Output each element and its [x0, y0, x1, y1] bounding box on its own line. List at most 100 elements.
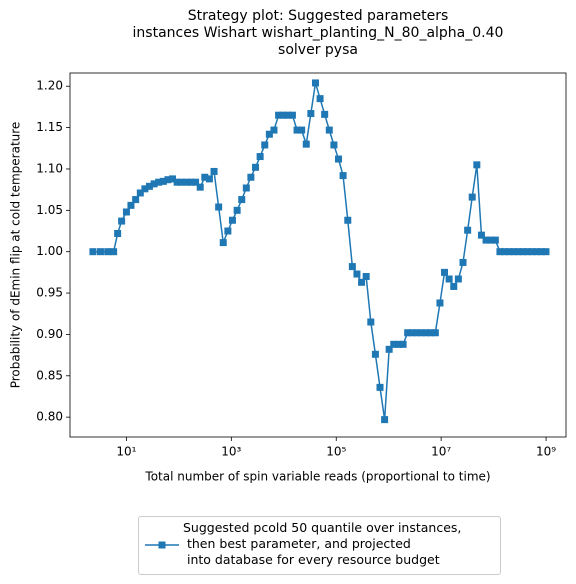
data-point — [500, 248, 508, 256]
data-point — [367, 318, 375, 326]
data-point — [505, 248, 513, 256]
data-point — [399, 340, 407, 348]
data-point — [510, 248, 518, 256]
y-tick-label: 0.80 — [36, 410, 63, 424]
data-point — [169, 175, 177, 183]
y-tick-label: 1.05 — [36, 203, 63, 217]
data-point — [201, 173, 209, 181]
data-point — [482, 236, 490, 244]
data-point — [330, 141, 338, 149]
x-tick-label: 10³ — [221, 445, 241, 459]
y-tick-label: 1.20 — [36, 79, 63, 93]
data-point — [298, 126, 306, 134]
data-point — [178, 178, 186, 186]
data-point — [395, 340, 403, 348]
data-point — [321, 110, 329, 118]
data-point — [450, 282, 458, 290]
legend-marker — [158, 541, 166, 549]
data-point — [192, 178, 200, 186]
data-point — [325, 126, 333, 134]
x-tick-label: 10⁷ — [431, 445, 451, 459]
legend: Suggested pcold 50 quantile over instanc… — [138, 516, 501, 575]
data-point — [445, 275, 453, 283]
data-point — [524, 248, 532, 256]
data-point — [127, 201, 135, 209]
data-point — [376, 383, 384, 391]
data-point — [404, 329, 412, 337]
data-point — [427, 329, 435, 337]
data-point — [275, 111, 283, 119]
series-line — [92, 82, 546, 420]
legend-label: Suggested pcold 50 quantile over instanc… — [183, 520, 462, 567]
data-point — [182, 178, 190, 186]
data-point — [417, 329, 425, 337]
data-point — [96, 248, 104, 256]
data-point — [496, 248, 504, 256]
data-point — [265, 130, 273, 138]
data-point — [173, 178, 181, 186]
data-point — [358, 278, 366, 286]
data-point — [464, 226, 472, 234]
data-point — [210, 167, 218, 175]
data-point — [459, 258, 467, 266]
data-point — [104, 248, 112, 256]
y-tick-label: 1.15 — [36, 120, 63, 134]
y-tick-label: 1.10 — [36, 161, 63, 175]
data-point — [205, 175, 213, 183]
data-point — [159, 177, 167, 185]
data-point — [164, 176, 172, 184]
x-tick-label: 10⁹ — [536, 445, 556, 459]
data-point — [519, 248, 527, 256]
data-point — [293, 126, 301, 134]
data-point — [371, 350, 379, 358]
data-point — [242, 184, 250, 192]
y-tick-label: 0.85 — [36, 368, 63, 382]
y-tick-label: 1.00 — [36, 244, 63, 258]
data-point — [441, 268, 449, 276]
data-point — [270, 126, 278, 134]
data-point — [422, 329, 430, 337]
y-axis-label: Probability of dEmin flip at cold temper… — [9, 122, 23, 389]
data-point — [468, 193, 476, 201]
axes-frame — [69, 72, 567, 438]
data-point — [252, 163, 260, 171]
data-point — [307, 110, 315, 118]
data-point — [155, 178, 163, 186]
data-point — [381, 416, 389, 424]
y-tick-label: 0.95 — [36, 286, 63, 300]
data-point — [122, 208, 130, 216]
x-tick-label: 10⁵ — [326, 445, 346, 459]
data-point — [132, 196, 140, 204]
data-point — [454, 275, 462, 283]
data-point — [256, 153, 264, 161]
data-point — [228, 216, 236, 224]
data-point — [390, 340, 398, 348]
data-point — [533, 248, 541, 256]
data-point — [436, 299, 444, 307]
data-point — [344, 216, 352, 224]
data-point — [114, 229, 122, 237]
data-point — [487, 236, 495, 244]
data-point — [408, 329, 416, 337]
data-point — [219, 239, 227, 247]
data-point — [413, 329, 421, 337]
data-point — [233, 206, 241, 214]
data-point — [431, 329, 439, 337]
data-point — [339, 172, 347, 180]
data-point — [110, 248, 118, 256]
data-point — [187, 178, 195, 186]
data-point — [302, 140, 310, 148]
data-point — [353, 270, 361, 278]
data-point — [238, 196, 246, 204]
data-point — [224, 227, 232, 235]
data-point — [150, 180, 158, 188]
data-point — [491, 236, 499, 244]
data-point — [542, 248, 550, 256]
data-point — [335, 155, 343, 163]
data-point — [284, 111, 292, 119]
data-point — [247, 173, 255, 181]
data-point — [288, 111, 296, 119]
data-point — [528, 248, 536, 256]
